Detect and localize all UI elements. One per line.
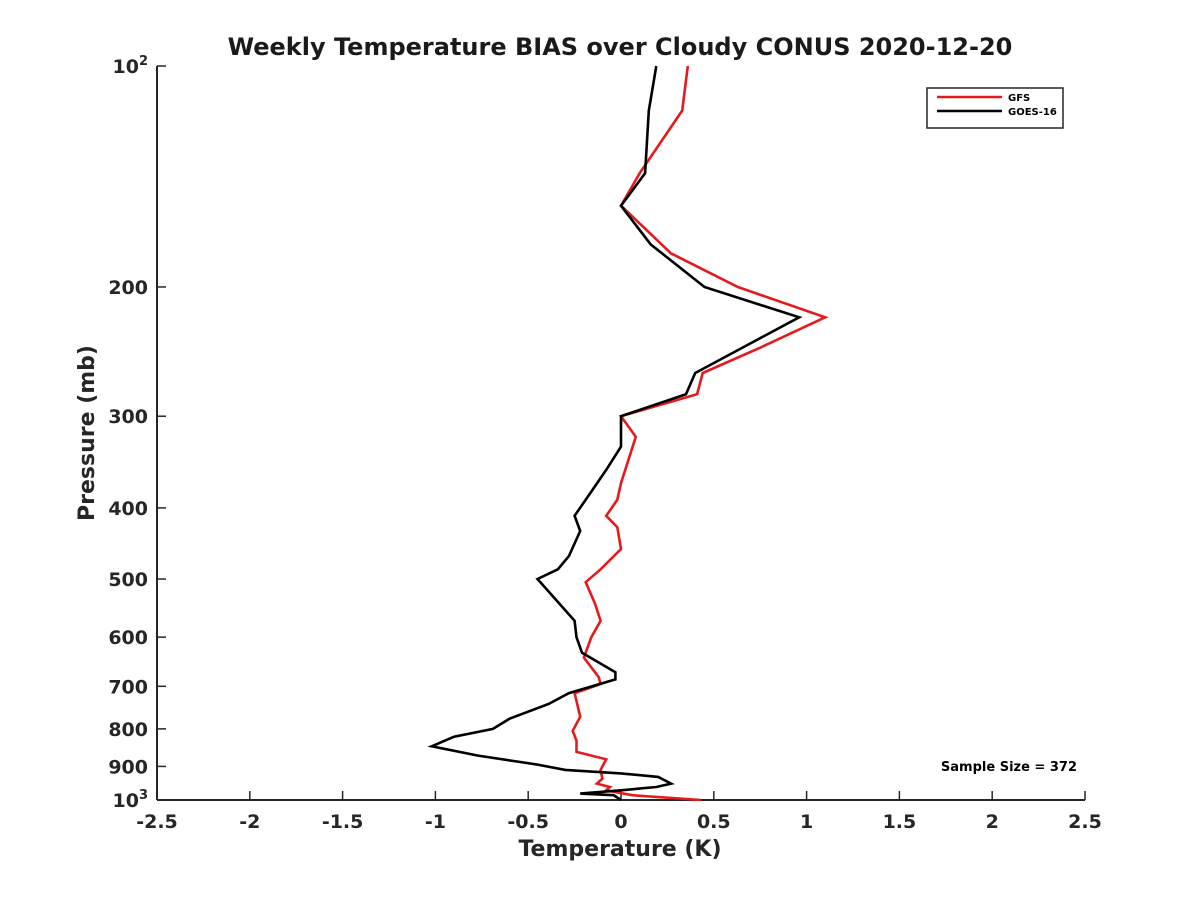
y-tick-label: 102 [113,54,149,78]
series-line-gfs [571,65,829,802]
sample-size-annotation: Sample Size = 372 [941,760,1077,775]
series-line-goes-16 [427,65,803,802]
x-tick-label: 2.5 [1068,811,1102,833]
y-tick-label: 300 [108,406,148,428]
x-axis-label: Temperature (K) [518,837,721,862]
x-tick-label: 0.5 [697,811,731,833]
y-tick-label: 103 [113,788,149,812]
y-tick-label: 700 [108,676,148,698]
x-tick-label: -1.5 [322,811,364,833]
legend-box [926,87,1064,129]
y-axis-label: Pressure (mb) [75,345,100,521]
x-tick-label: 1 [800,811,813,833]
y-tick-label: 600 [108,627,148,649]
x-tick-label: 2 [986,811,999,833]
chart-title: Weekly Temperature BIAS over Cloudy CONU… [228,33,1013,61]
x-tick-label: 0 [614,811,627,833]
y-tick-label: 400 [108,498,148,520]
x-tick-label: -2.5 [136,811,178,833]
legend-label-goes-16: GOES-16 [1008,107,1057,118]
legend-label-gfs: GFS [1008,93,1030,104]
y-tick-label: 800 [108,719,148,741]
x-tick-label: -0.5 [507,811,549,833]
y-tick-label: 200 [108,277,148,299]
series-layer [427,65,829,802]
x-tick-label: -2 [239,811,260,833]
x-tick-label: -1 [425,811,446,833]
y-tick-label: 500 [108,569,148,591]
legend: GFS GOES-16 [926,87,1064,129]
y-tick-label: 900 [108,756,148,778]
axes: -2.5 -2 -1.5 -1 -0.5 0 0.5 1 1.5 2 2.5 102 200 300 400… [108,54,1102,833]
x-tick-label: 1.5 [883,811,917,833]
